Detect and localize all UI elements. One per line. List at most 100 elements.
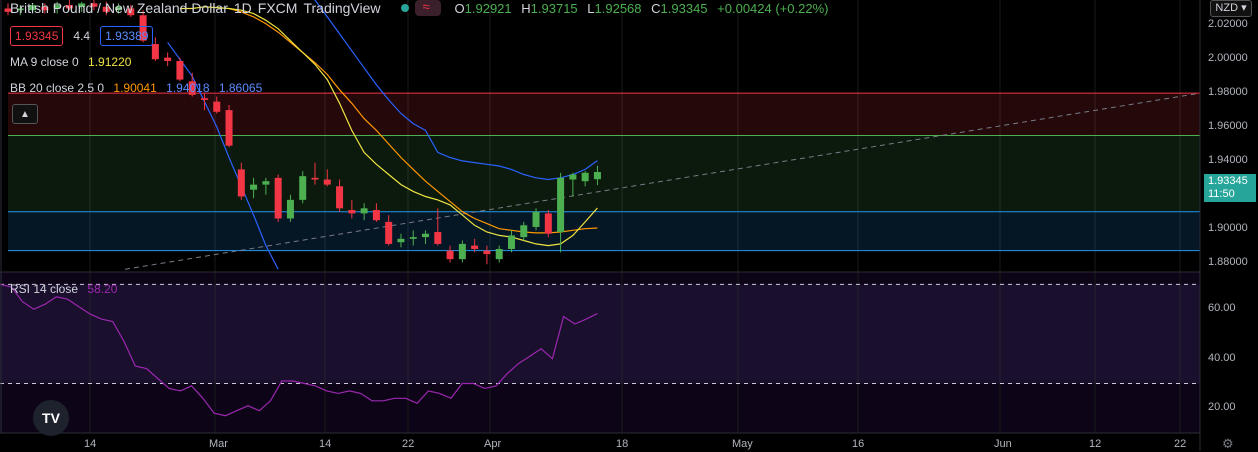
bb-upper-line <box>314 0 598 181</box>
candle-body <box>90 3 98 7</box>
candle-body <box>65 5 73 9</box>
platform-label: TradingView <box>303 0 381 16</box>
candle-body <box>495 248 503 260</box>
time-tick-label: 12 <box>1089 438 1102 450</box>
bb-legend-label: BB 20 close 2.5 0 <box>10 81 105 95</box>
candle-body <box>237 169 245 197</box>
candle-body <box>409 237 417 239</box>
ma-legend[interactable]: MA 9 close 0 1.91220 <box>10 55 137 69</box>
candle-body <box>520 225 528 238</box>
candle-body <box>385 221 393 244</box>
candle-body <box>593 172 601 180</box>
broker-label: FXCM <box>257 0 298 16</box>
header-bar: British Pound / New Zealand Dollar 1D FX… <box>10 0 840 18</box>
candle-body <box>29 5 37 11</box>
time-tick-label: Apr <box>484 438 502 450</box>
close-label: C <box>651 0 661 16</box>
currency-label: NZD <box>1215 2 1239 14</box>
candle-body <box>151 44 159 60</box>
wave-icon[interactable] <box>414 0 441 16</box>
low-label: L <box>587 0 595 16</box>
candle-body <box>78 3 86 7</box>
tradingview-logo-icon[interactable]: TV <box>33 400 69 436</box>
rsi-legend[interactable]: RSI 14 close 58.20 <box>10 282 123 296</box>
gear-icon[interactable]: ⚙ <box>1222 436 1234 451</box>
change-value: +0.00424 (+0.22%) <box>717 0 829 16</box>
candle-body <box>139 15 147 41</box>
candle-body <box>41 6 49 11</box>
ma-legend-value: 1.91220 <box>88 55 132 69</box>
candle-body <box>569 174 577 180</box>
ma-legend-label: MA 9 close 0 <box>10 55 79 69</box>
rsi-line <box>0 283 598 417</box>
rsi-band-fill <box>0 284 1200 384</box>
chevron-up-icon[interactable]: ▲ <box>12 104 38 124</box>
candle-body <box>4 8 12 12</box>
time-tick-label: 18 <box>616 438 629 450</box>
last-price-value: 1.93345 <box>1208 175 1248 187</box>
rsi-legend-label: RSI 14 close <box>10 282 79 296</box>
candle-body <box>372 210 380 221</box>
currency-selector[interactable]: NZD ▾ <box>1210 0 1252 17</box>
candle-body <box>250 184 258 190</box>
price-tick-label: 1.90000 <box>1208 221 1248 234</box>
interval-label[interactable]: 1D <box>233 0 252 16</box>
candle-body <box>102 6 110 12</box>
candle-body <box>53 5 61 9</box>
candle-body <box>115 6 123 11</box>
candle-body <box>471 245 479 249</box>
candle-body <box>434 232 442 244</box>
sell-button[interactable]: 1.93345 <box>10 26 64 46</box>
bb-lower-value: 1.86065 <box>218 81 263 95</box>
rsi-tick-label: 60.00 <box>1208 302 1236 315</box>
candle-body <box>422 233 430 238</box>
candle-body <box>299 176 307 200</box>
candle-body <box>507 235 515 249</box>
rsi-tick-label: 40.00 <box>1208 351 1236 364</box>
candle-body <box>127 8 135 16</box>
candle-body <box>188 81 196 95</box>
close-value: 1.93345 <box>660 0 708 16</box>
last-price-tag: 1.93345 11:50 <box>1204 174 1256 202</box>
bb-legend[interactable]: BB 20 close 2.5 0 1.90041 1.94018 1.8606… <box>10 81 268 95</box>
candle-body <box>483 250 491 255</box>
time-tick-label: Mar <box>209 438 228 450</box>
candle-body <box>557 177 565 233</box>
candle-body <box>164 57 172 61</box>
bb-basis-value: 1.90041 <box>113 81 157 95</box>
candle-body <box>274 177 282 219</box>
candle-body <box>458 243 466 260</box>
candle-body <box>348 210 356 214</box>
price-tick-label: 2.02000 <box>1208 18 1248 31</box>
price-tick-label: 1.98000 <box>1208 86 1248 99</box>
price-tick-label: 1.88000 <box>1208 255 1248 268</box>
candle-body <box>176 60 184 80</box>
spread-value: 4.4 <box>73 29 91 43</box>
candle-body <box>311 177 319 180</box>
symbol-title[interactable]: British Pound / New Zealand Dollar <box>10 0 228 16</box>
candle-body <box>16 8 24 11</box>
fib-zone <box>8 93 1200 136</box>
high-value: 1.93715 <box>530 0 578 16</box>
price-tick-label: 1.96000 <box>1208 120 1248 133</box>
trendline <box>124 92 1201 270</box>
time-tick-label: 14 <box>84 438 97 450</box>
bb-basis-line <box>228 7 598 234</box>
candle-body <box>323 179 331 185</box>
ohlc-values: O1.92921 H1.93715 L1.92568 C1.93345 +0.0… <box>455 1 835 16</box>
candle-body <box>336 186 344 209</box>
candle-body <box>286 199 294 219</box>
low-value: 1.92568 <box>594 0 642 16</box>
bb-upper-value: 1.94018 <box>166 81 210 95</box>
trade-panel: 1.93345 4.4 1.93389 <box>10 26 154 46</box>
candle-body <box>262 181 270 185</box>
time-tick-label: 22 <box>1174 438 1187 450</box>
candle-body <box>200 98 208 100</box>
price-tick-label: 2.00000 <box>1208 52 1248 65</box>
open-label: O <box>454 0 465 16</box>
candle-body <box>213 101 221 112</box>
candle-body <box>360 208 368 214</box>
buy-button[interactable]: 1.93389 <box>100 26 154 46</box>
